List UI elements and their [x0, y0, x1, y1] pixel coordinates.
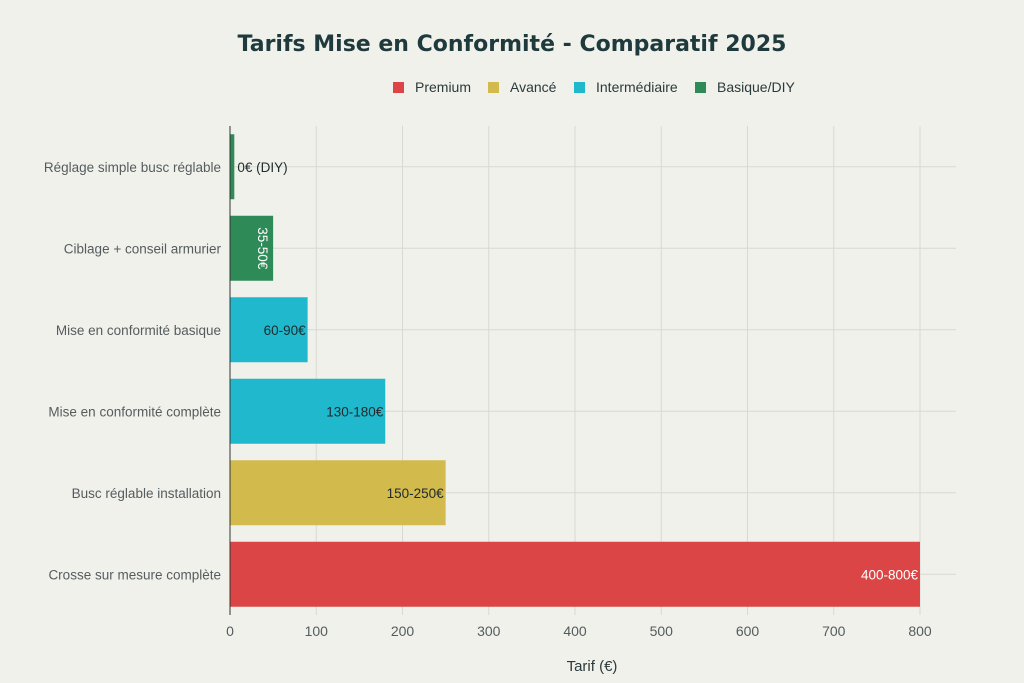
bar-ciblage-conseil-armurier[interactable]	[230, 215, 274, 281]
x-axis-ticks: 0 100 200 300 400 500 600 700 800	[226, 623, 932, 639]
legend-item-premium[interactable]: Premium	[393, 79, 471, 95]
bar-reglage-simple-busc-reglable[interactable]	[230, 134, 235, 200]
legend-label: Intermédiaire	[596, 79, 678, 95]
x-tick-label: 0	[226, 623, 234, 639]
legend-item-avance[interactable]: Avancé	[488, 79, 557, 95]
x-tick-label: 300	[477, 623, 501, 639]
data-label: 400-800€	[861, 567, 919, 582]
data-label: 35-50€	[255, 227, 270, 270]
chart-title: Tarifs Mise en Conformité - Comparatif 2…	[238, 32, 787, 57]
category-label: Mise en conformité complète	[48, 404, 221, 419]
legend-label: Basique/DIY	[717, 79, 795, 95]
x-tick-label: 100	[305, 623, 329, 639]
data-label: 0€ (DIY)	[237, 160, 287, 175]
category-label: Crosse sur mesure complète	[48, 567, 221, 582]
category-label: Réglage simple busc réglable	[44, 160, 221, 175]
x-tick-label: 800	[908, 623, 932, 639]
x-tick-label: 500	[650, 623, 674, 639]
data-label: 130-180€	[326, 404, 384, 419]
data-label: 150-250€	[387, 486, 445, 501]
bar-mise-en-conformite-complete[interactable]	[230, 378, 386, 444]
data-label: 60-90€	[264, 323, 307, 338]
legend: Premium Avancé Intermédiaire Basique/DIY	[393, 79, 795, 95]
category-labels: Réglage simple busc réglable Ciblage + co…	[44, 160, 222, 583]
category-label: Busc réglable installation	[72, 486, 221, 501]
legend-swatch	[574, 82, 585, 93]
legend-swatch	[695, 82, 706, 93]
legend-item-intermediaire[interactable]: Intermédiaire	[574, 79, 678, 95]
legend-item-basique-diy[interactable]: Basique/DIY	[695, 79, 795, 95]
legend-label: Premium	[415, 79, 471, 95]
x-tick-label: 200	[391, 623, 415, 639]
x-tick-label: 400	[563, 623, 587, 639]
grid-lines	[230, 126, 956, 615]
legend-swatch	[393, 82, 404, 93]
bar-busc-reglable-installation[interactable]	[230, 460, 446, 526]
bars: 0€ (DIY) 35-50€ 60-90€ 130-180€ 150-250€ 400-…	[230, 134, 920, 607]
x-tick-label: 600	[736, 623, 760, 639]
legend-label: Avancé	[510, 79, 557, 95]
x-tick-label: 700	[822, 623, 846, 639]
category-label: Mise en conformité basique	[56, 323, 221, 338]
bar-mise-en-conformite-basique[interactable]	[230, 297, 308, 363]
category-label: Ciblage + conseil armurier	[64, 241, 222, 256]
x-axis-title: Tarif (€)	[567, 658, 618, 675]
bar-crosse-sur-mesure-complete[interactable]	[230, 541, 920, 607]
legend-swatch	[488, 82, 499, 93]
